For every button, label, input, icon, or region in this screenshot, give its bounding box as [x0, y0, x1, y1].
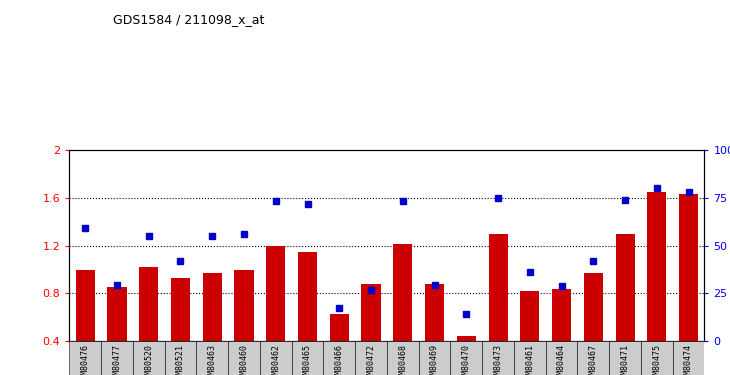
Bar — [101, 341, 133, 375]
Text: GSM80475: GSM80475 — [653, 344, 661, 375]
Bar — [514, 341, 545, 375]
Text: GSM80468: GSM80468 — [399, 344, 407, 375]
Bar — [228, 341, 260, 375]
Bar — [450, 341, 482, 375]
Bar — [164, 341, 196, 375]
Bar — [672, 341, 704, 375]
Bar — [291, 341, 323, 375]
Text: GSM80477: GSM80477 — [112, 344, 121, 375]
Text: GSM80471: GSM80471 — [620, 344, 629, 375]
Text: GSM80462: GSM80462 — [272, 344, 280, 375]
Bar — [482, 341, 514, 375]
Text: GSM80469: GSM80469 — [430, 344, 439, 375]
Bar — [425, 284, 444, 341]
Bar — [545, 341, 577, 375]
Bar — [552, 289, 571, 341]
Text: GSM80472: GSM80472 — [366, 344, 375, 375]
Text: GSM80470: GSM80470 — [462, 344, 471, 375]
Bar — [488, 234, 507, 341]
Bar — [361, 284, 380, 341]
Bar — [234, 270, 253, 341]
Bar — [419, 341, 450, 375]
Text: GSM80460: GSM80460 — [239, 344, 248, 375]
Bar — [355, 341, 387, 375]
Bar — [577, 341, 609, 375]
Bar — [260, 341, 291, 375]
Bar — [520, 291, 539, 341]
Bar — [171, 278, 190, 341]
Bar — [584, 273, 603, 341]
Bar — [387, 341, 419, 375]
Bar — [203, 273, 222, 341]
Bar — [457, 336, 476, 341]
Bar — [609, 341, 641, 375]
Bar — [298, 252, 317, 341]
Text: GSM80463: GSM80463 — [208, 344, 217, 375]
Text: GSM80520: GSM80520 — [145, 344, 153, 375]
Text: GSM80466: GSM80466 — [335, 344, 344, 375]
Bar — [266, 246, 285, 341]
Text: GSM80467: GSM80467 — [589, 344, 598, 375]
Bar — [641, 341, 672, 375]
Text: GSM80464: GSM80464 — [557, 344, 566, 375]
Text: GSM80476: GSM80476 — [81, 344, 90, 375]
Bar — [330, 314, 349, 341]
Bar — [196, 341, 228, 375]
Bar — [679, 194, 698, 341]
Text: GSM80473: GSM80473 — [493, 344, 502, 375]
Text: GSM80474: GSM80474 — [684, 344, 693, 375]
Bar — [69, 341, 101, 375]
Text: GSM80461: GSM80461 — [526, 344, 534, 375]
Text: GSM80465: GSM80465 — [303, 344, 312, 375]
Text: GSM80521: GSM80521 — [176, 344, 185, 375]
Bar — [107, 288, 126, 341]
Bar — [648, 192, 666, 341]
Bar — [133, 341, 164, 375]
Bar — [615, 234, 634, 341]
Bar — [323, 341, 355, 375]
Bar — [393, 244, 412, 341]
Text: GDS1584 / 211098_x_at: GDS1584 / 211098_x_at — [113, 13, 264, 26]
Bar — [76, 270, 95, 341]
Bar — [139, 267, 158, 341]
